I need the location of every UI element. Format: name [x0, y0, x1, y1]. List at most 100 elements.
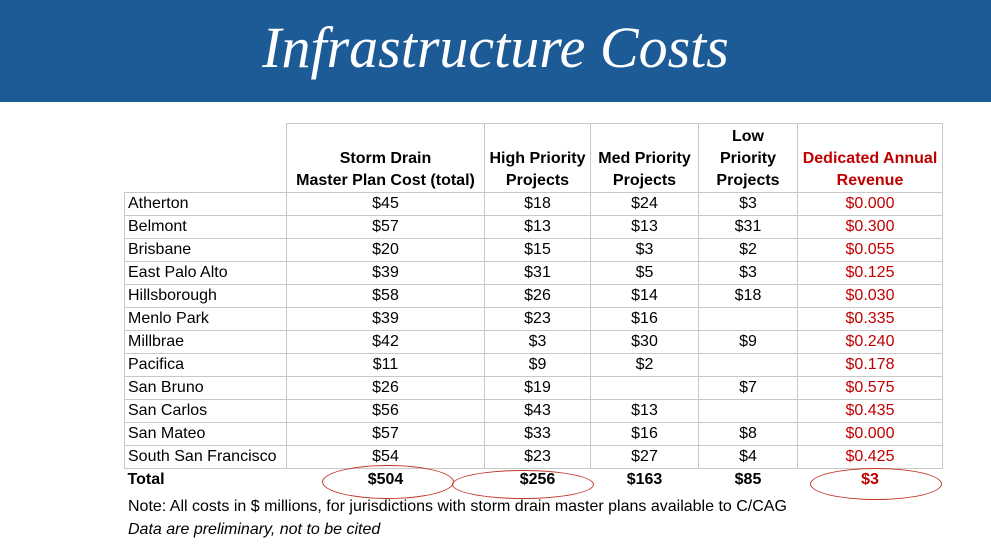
header-line: Revenue: [836, 172, 904, 189]
jurisdiction-cell: Brisbane: [124, 238, 287, 262]
cost-cell: $42: [286, 330, 485, 354]
cost-cell: $16: [590, 307, 699, 331]
header-med-priority: Med Priority Projects: [590, 123, 699, 193]
cost-cell: [698, 399, 798, 423]
cost-cell: $18: [698, 284, 798, 308]
cost-cell: $58: [286, 284, 485, 308]
header-master-plan-cost: Storm Drain Master Plan Cost (total): [286, 123, 485, 193]
cost-cell: $43: [484, 399, 591, 423]
cost-cell: $0.425: [797, 445, 943, 469]
cost-cell: $54: [286, 445, 485, 469]
preliminary-disclaimer: Data are preliminary, not to be cited: [128, 521, 381, 538]
costs-note: Note: All costs in $ millions, for juris…: [128, 498, 787, 515]
jurisdiction-cell: Menlo Park: [124, 307, 287, 331]
table-row: Belmont $57 $13 $13 $31 $0.300: [124, 215, 943, 239]
header-line: Projects: [612, 172, 677, 189]
cost-cell: $33: [484, 422, 591, 446]
cost-cell: $0.055: [797, 238, 943, 262]
header-blank-cell: [124, 123, 287, 193]
cost-cell: $31: [484, 261, 591, 285]
jurisdiction-cell: Pacifica: [124, 353, 287, 377]
cost-cell: $26: [484, 284, 591, 308]
cost-cell: $16: [590, 422, 699, 446]
cost-cell: $4: [698, 445, 798, 469]
cost-cell: $2: [590, 353, 699, 377]
cost-cell: $9: [484, 353, 591, 377]
cost-cell: $0.335: [797, 307, 943, 331]
jurisdiction-cell: East Palo Alto: [124, 261, 287, 285]
table-body: Atherton $45 $18 $24 $3 $0.000 Belmont $57 $13 $1…: [124, 192, 943, 492]
cost-cell: $0.435: [797, 399, 943, 423]
jurisdiction-cell: San Mateo: [124, 422, 287, 446]
table-row: Pacifica $11 $9 $2 $0.178: [124, 353, 943, 377]
cost-cell: $24: [590, 192, 699, 216]
total-cell: $256: [519, 471, 556, 488]
jurisdiction-cell: Belmont: [124, 215, 287, 239]
table-row: San Mateo $57 $33 $16 $8 $0.000: [124, 422, 943, 446]
table-row: Hillsborough $58 $26 $14 $18 $0.030: [124, 284, 943, 308]
table-row: San Carlos $56 $43 $13 $0.435: [124, 399, 943, 423]
cost-cell: $26: [286, 376, 485, 400]
jurisdiction-cell: Hillsborough: [124, 284, 287, 308]
cost-cell: $13: [484, 215, 591, 239]
total-cell: $163: [626, 471, 663, 488]
cost-cell: $39: [286, 307, 485, 331]
header-line: Projects: [505, 172, 570, 189]
header-line: Storm Drain: [339, 150, 432, 167]
jurisdiction-cell: San Carlos: [124, 399, 287, 423]
cost-cell: $31: [698, 215, 798, 239]
jurisdiction-cell: San Bruno: [124, 376, 287, 400]
cost-cell: $13: [590, 399, 699, 423]
table-row: Atherton $45 $18 $24 $3 $0.000: [124, 192, 943, 216]
cost-cell: $5: [590, 261, 699, 285]
cost-cell: $13: [590, 215, 699, 239]
cost-cell: $0.030: [797, 284, 943, 308]
jurisdiction-cell: South San Francisco: [124, 445, 287, 469]
slide-title: Infrastructure Costs: [262, 15, 729, 80]
total-cell: $504: [367, 471, 404, 488]
cost-cell: $3: [484, 330, 591, 354]
cost-cell: $0.240: [797, 330, 943, 354]
cost-cell: $14: [590, 284, 699, 308]
total-cell: $3: [861, 471, 879, 488]
cost-cell: $0.178: [797, 353, 943, 377]
cost-cell: $3: [698, 192, 798, 216]
header-line: Dedicated Annual: [802, 150, 938, 167]
cost-cell: $27: [590, 445, 699, 469]
infrastructure-costs-table: Storm Drain Master Plan Cost (total) Hig…: [124, 123, 943, 491]
header-low-priority: Low Priority Projects: [698, 123, 798, 193]
cost-cell: $3: [698, 261, 798, 285]
cost-cell: $19: [484, 376, 591, 400]
header-line: High Priority: [489, 150, 586, 167]
header-dedicated-revenue: Dedicated Annual Revenue: [797, 123, 943, 193]
cost-cell: $30: [590, 330, 699, 354]
total-row: Total $504 $256 $163 $85 $3: [125, 469, 943, 492]
table-row: San Bruno $26 $19 $7 $0.575: [124, 376, 943, 400]
cost-cell: $0.575: [797, 376, 943, 400]
cost-cell: [698, 353, 798, 377]
header-high-priority: High Priority Projects: [484, 123, 591, 193]
cost-cell: $23: [484, 445, 591, 469]
cost-cell: [698, 307, 798, 331]
total-cell: $85: [734, 471, 762, 488]
cost-cell: $45: [286, 192, 485, 216]
cost-cell: $56: [286, 399, 485, 423]
table-header-row: Storm Drain Master Plan Cost (total) Hig…: [124, 123, 943, 193]
cost-cell: $0.000: [797, 422, 943, 446]
cost-cell: $57: [286, 422, 485, 446]
cost-cell: $18: [484, 192, 591, 216]
header-line: Low Priority: [719, 128, 776, 167]
cost-cell: $3: [590, 238, 699, 262]
cost-cell: $57: [286, 215, 485, 239]
cost-cell: $0.125: [797, 261, 943, 285]
cost-cell: $7: [698, 376, 798, 400]
cost-cell: $0.000: [797, 192, 943, 216]
cost-cell: $0.300: [797, 215, 943, 239]
jurisdiction-cell: Atherton: [124, 192, 287, 216]
cost-cell: $9: [698, 330, 798, 354]
cost-cell: $2: [698, 238, 798, 262]
table-row: East Palo Alto $39 $31 $5 $3 $0.125: [124, 261, 943, 285]
header-line: Med Priority: [598, 150, 691, 167]
cost-cell: $20: [286, 238, 485, 262]
cost-cell: $39: [286, 261, 485, 285]
